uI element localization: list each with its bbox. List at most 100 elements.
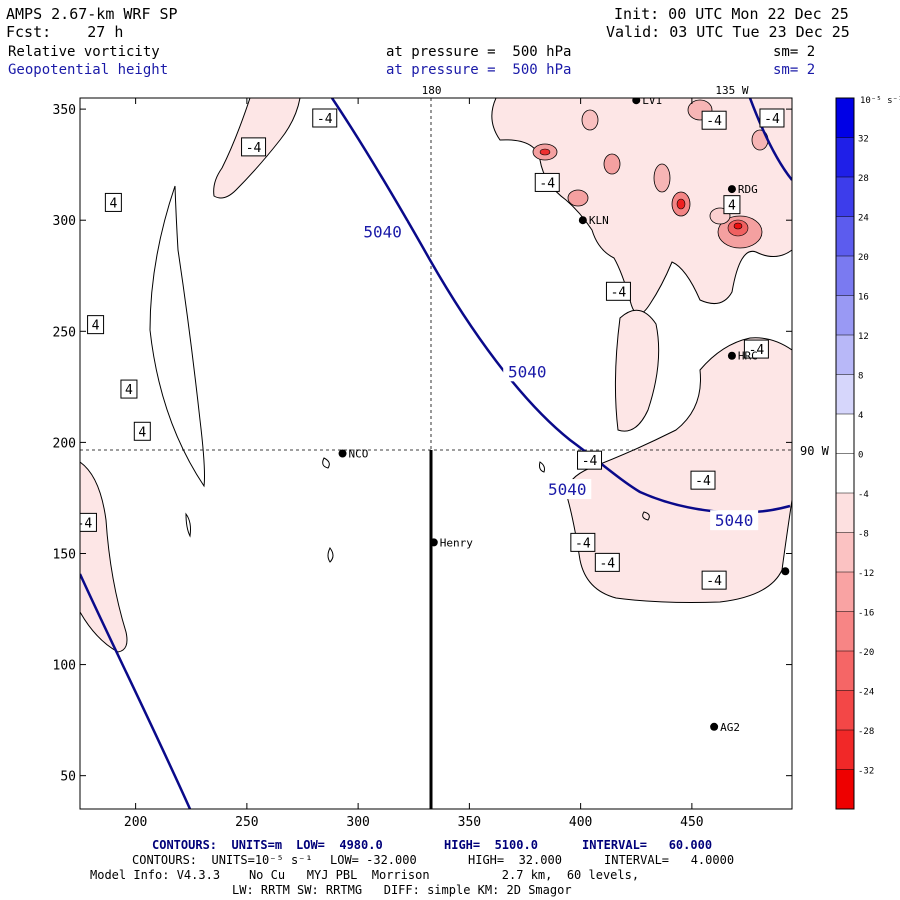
vort-contour-interval: INTERVAL= 4.0000 (604, 853, 735, 867)
x-tick-label: 250 (235, 815, 258, 830)
colorbar-swatch (836, 453, 854, 493)
vorticity-label: -4 (539, 176, 555, 191)
colorbar-swatch (836, 295, 854, 335)
colorbar-label: 32 (858, 135, 869, 145)
colorbar-swatch (836, 572, 854, 612)
colorbar-label: 4 (858, 411, 863, 421)
y-tick-label: 100 (53, 659, 76, 674)
vorticity-label: -4 (77, 516, 93, 531)
height-contour-low: LOW= 4980.0 (296, 838, 383, 852)
station-label: AG2 (720, 721, 740, 734)
colorbar-swatch (836, 256, 854, 296)
field1-name: Relative vorticity (8, 44, 160, 60)
station-label: HRC (738, 350, 758, 363)
colorbar-label: 28 (858, 174, 869, 184)
vorticity-cores (532, 99, 769, 249)
vorticity-label-box (534, 172, 560, 192)
colorbar-unit-label: 10⁻⁵ s⁻¹ (860, 96, 900, 106)
field2-name: Geopotential height (8, 62, 169, 78)
vorticity-label-box (690, 470, 716, 490)
field2-smoothing: sm= 2 (773, 62, 816, 78)
y-tick-label: 50 (60, 770, 76, 785)
meridian-label: 135 W (715, 84, 748, 97)
y-tick-label: 150 (53, 547, 76, 562)
height-label-bg (503, 361, 552, 382)
height-contour-upper-right (748, 98, 792, 181)
field2-pressure: at pressure = 500 hPa (386, 62, 572, 78)
stations: NCO Henry KLN RDG HRC AG2 LV1 (338, 94, 790, 734)
vorticity-label-box (723, 195, 741, 215)
colorbar-swatch (836, 651, 854, 691)
y-tick-label: 200 (53, 436, 76, 451)
station-marker (727, 185, 736, 194)
meridian-labels: 180 135 W (422, 84, 749, 97)
vort-contour-prefix: CONTOURS: UNITS=10⁻⁵ s⁻¹ (132, 853, 313, 867)
vorticity-small-loop-4 (539, 461, 545, 473)
colorbar-swatch (836, 532, 854, 572)
field1-pressure: at pressure = 500 hPa (386, 44, 572, 60)
colorbar-swatch (836, 769, 854, 809)
height-contour-high: HIGH= 5100.0 (444, 838, 538, 852)
y-tick-label: 250 (53, 325, 76, 340)
station-label: Henry (440, 536, 473, 549)
vorticity-small-loop-2 (327, 547, 334, 563)
vorticity-label: -4 (611, 285, 627, 300)
vorticity-label: 4 (728, 199, 736, 214)
station-marker (429, 538, 438, 547)
colorbar-label: 8 (858, 372, 863, 382)
vorticity-label: -4 (706, 114, 722, 129)
colorbar-swatch (836, 137, 854, 177)
station-marker (710, 722, 719, 731)
colorbar-label: -20 (858, 648, 874, 658)
vorticity-label: -4 (582, 454, 598, 469)
height-label-bg (543, 479, 592, 500)
vorticity-label-box (312, 108, 338, 128)
station-marker (781, 567, 790, 576)
vorticity-label-box (577, 450, 603, 470)
colorbar-label: -8 (858, 530, 869, 540)
valid-time: Valid: 03 UTC Tue 23 Dec 25 (606, 23, 850, 41)
vorticity-label: 4 (138, 425, 146, 440)
colorbar-swatch (836, 98, 854, 138)
model-title: AMPS 2.67-km WRF SP (6, 5, 178, 23)
colorbar-swatch (836, 177, 854, 217)
vort-contour-low: LOW= -32.000 (330, 853, 417, 867)
vorticity-label-box (759, 108, 785, 128)
vorticity-label: -4 (317, 112, 333, 127)
meridian-label: 180 (422, 84, 442, 97)
vorticity-label-box (605, 281, 631, 301)
station-marker (578, 216, 587, 225)
colorbar-label: -24 (858, 688, 874, 698)
vort-contour-high: HIGH= 32.000 (468, 853, 562, 867)
colorbar-swatch (836, 493, 854, 533)
station-label: LV1 (642, 94, 662, 107)
vorticity-label: 4 (109, 196, 117, 211)
vorticity-label-box (701, 110, 727, 130)
colorbar-label: 12 (858, 332, 869, 342)
colorbar-label: -12 (858, 569, 874, 579)
model-info-physics: LW: RRTM SW: RRTMG DIFF: simple KM: 2D S… (232, 883, 572, 897)
colorbar-label: -32 (858, 767, 874, 777)
colorbar-label: 0 (858, 451, 863, 461)
height-label: 5040 (363, 222, 402, 241)
colorbar-swatch (836, 335, 854, 375)
station-marker (727, 351, 736, 360)
vorticity-label: 4 (92, 319, 100, 334)
x-tick-label: 400 (569, 815, 592, 830)
vorticity-label: -4 (706, 574, 722, 589)
vorticity-region-lower-finger (614, 309, 660, 432)
vorticity-label-box (570, 532, 596, 552)
colorbar-swatch (836, 690, 854, 730)
vorticity-label: 4 (125, 383, 133, 398)
y-axis: 50 100 150 200 250 300 350 (53, 103, 792, 785)
x-tick-label: 300 (346, 815, 369, 830)
x-axis: 200 250 300 350 400 450 (124, 98, 704, 830)
y-tick-label: 350 (53, 103, 76, 118)
vorticity-label-box (743, 339, 769, 359)
station-label: KLN (589, 214, 609, 227)
vorticity-small-loop-5 (642, 511, 650, 521)
x-tick-label: 200 (124, 815, 147, 830)
x-tick-label: 450 (680, 815, 703, 830)
height-label: 5040 (548, 480, 587, 499)
